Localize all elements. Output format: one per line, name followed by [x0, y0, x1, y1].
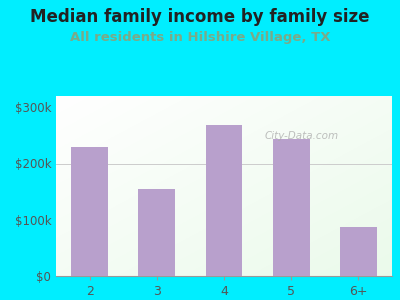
Bar — [340, 226, 377, 276]
Text: All residents in Hilshire Village, TX: All residents in Hilshire Village, TX — [70, 32, 330, 44]
Bar — [138, 189, 175, 276]
Bar — [71, 147, 108, 276]
Bar — [273, 139, 310, 276]
Bar — [206, 125, 242, 276]
Text: City-Data.com: City-Data.com — [264, 130, 338, 141]
Text: Median family income by family size: Median family income by family size — [30, 8, 370, 26]
